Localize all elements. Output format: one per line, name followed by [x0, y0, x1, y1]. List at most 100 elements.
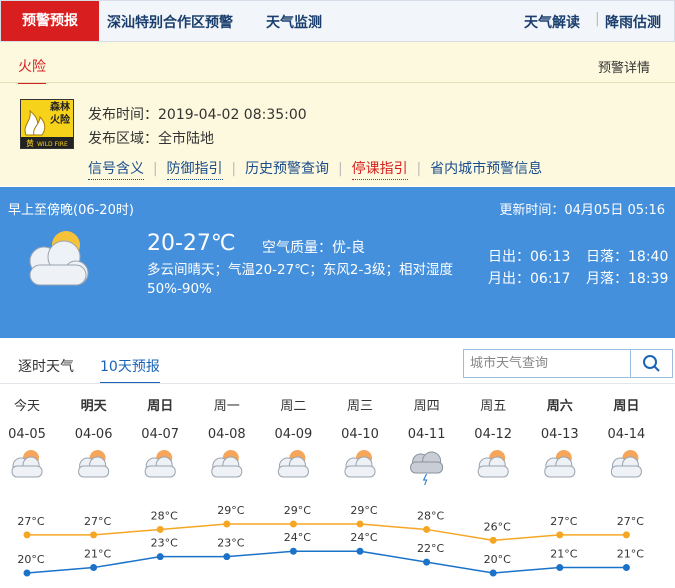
temp-label: 27°C	[84, 515, 111, 528]
link[interactable]: 信号含义	[88, 161, 144, 180]
issue-area: 发布区域：全市陆地	[88, 131, 214, 147]
nav-tab-active[interactable]: 预警预报	[1, 1, 99, 41]
weather-icon	[477, 449, 509, 478]
update-time: 更新时间：04月05日 05:16	[499, 203, 665, 218]
temp-label: 29°C	[217, 504, 244, 517]
temp-point	[223, 520, 231, 528]
weather-icon	[544, 449, 576, 478]
warning-panel: 火险 预警详情 森林 火险 黄 WILD FIRE 发布时间：2019-04-0…	[0, 42, 675, 186]
temp-point	[356, 520, 364, 528]
icon-text: 森林	[49, 100, 71, 113]
temp-label: 24°C	[350, 531, 377, 544]
nav-tab[interactable]: 深汕特别合作区预警	[107, 15, 233, 31]
temp-point	[556, 531, 564, 539]
nav-tab[interactable]: 天气监测	[266, 15, 322, 31]
day-label: 周日	[147, 399, 173, 414]
separator: |	[333, 161, 348, 177]
temp-label: 26°C	[484, 520, 511, 533]
day-label: 明天	[81, 399, 108, 414]
temp-label: 27°C	[550, 515, 577, 528]
date-label: 04-08	[208, 427, 246, 442]
temp-point	[556, 564, 564, 572]
tab[interactable]: 逐时天气	[18, 359, 74, 375]
day-label: 周四	[414, 399, 440, 414]
temp-point	[289, 520, 297, 528]
separator: |	[595, 11, 600, 27]
period: 早上至傍晚(06-20时)	[8, 203, 134, 218]
weather-icon	[78, 449, 110, 478]
weather-icon	[144, 449, 176, 478]
tab-active[interactable]: 10天预报	[100, 356, 160, 384]
weather-icon	[211, 449, 243, 478]
warning-tab[interactable]: 火险	[18, 56, 46, 84]
weather-icon	[410, 451, 444, 486]
temp-label: 20°C	[484, 553, 511, 566]
separator: |	[412, 161, 426, 177]
temp-label: 27°C	[617, 515, 644, 528]
day-label: 今天	[14, 398, 40, 414]
temp-point	[289, 547, 297, 555]
link[interactable]: 停课指引	[351, 161, 408, 180]
temp-label: 28°C	[151, 509, 178, 522]
weather-icon	[11, 449, 43, 478]
day-label: 周二	[280, 399, 306, 414]
temp-point	[23, 531, 31, 539]
date-label: 04-10	[341, 427, 379, 442]
temp-point	[223, 553, 231, 561]
search-button[interactable]	[630, 349, 673, 378]
weather-icon	[29, 231, 89, 286]
date-label: 04-05	[8, 427, 46, 442]
date-label: 04-11	[408, 427, 446, 442]
temp-point	[90, 564, 98, 572]
temp-label: 29°C	[350, 504, 377, 517]
today-panel: 早上至傍晚(06-20时) 更新时间：04月05日 05:16 20-27℃ 空…	[0, 187, 675, 338]
icon-text: 火险	[50, 113, 71, 126]
icon-level: 黄	[26, 138, 34, 148]
temp-point	[489, 536, 497, 544]
date-label: 04-09	[275, 427, 313, 442]
day-label: 周一	[214, 399, 240, 414]
temp-range: 20-27℃	[147, 231, 236, 256]
day-label: 周三	[347, 399, 373, 414]
divider	[0, 383, 675, 384]
search-input[interactable]: 城市天气查询	[463, 349, 631, 378]
temp-label: 28°C	[417, 509, 444, 522]
link[interactable]: 防御指引	[166, 161, 223, 180]
temp-point	[622, 564, 630, 572]
weather-icon	[344, 449, 376, 478]
date-label: 04-07	[141, 427, 179, 442]
nav-link[interactable]: 天气解读	[524, 15, 580, 31]
temp-point	[489, 569, 497, 577]
description: 多云间晴天；气温20-27℃；东风2-3级；相对湿度50%-90%	[147, 262, 453, 297]
temp-point	[156, 525, 164, 533]
detail-link[interactable]: 预警详情	[598, 61, 651, 76]
temp-label: 23°C	[217, 537, 244, 550]
weather-icon	[277, 449, 309, 478]
temp-point	[23, 569, 31, 577]
moonset: 月落：18:39	[586, 271, 669, 287]
link[interactable]: 历史预警查询	[245, 161, 330, 177]
nav-link[interactable]: 降雨估测	[605, 15, 661, 31]
separator: |	[226, 161, 241, 177]
warning-links: 信号含义 | 防御指引 | 历史预警查询 | 停课指引 | 省内城市预警信息	[88, 158, 543, 180]
temp-point	[622, 531, 630, 539]
separator: |	[148, 161, 163, 177]
day-label: 周日	[613, 399, 639, 414]
moonrise: 月出：06:17	[488, 271, 571, 287]
temp-label: 29°C	[284, 504, 311, 517]
temp-point	[156, 553, 164, 561]
date-label: 04-14	[608, 427, 646, 442]
date-label: 04-12	[474, 427, 512, 442]
temp-label: 24°C	[284, 531, 311, 544]
temp-point	[356, 547, 364, 555]
sunset: 日落：18:40	[586, 249, 669, 265]
temp-label: 22°C	[417, 542, 444, 555]
temp-label: 20°C	[17, 553, 44, 566]
day-label: 周六	[547, 398, 573, 414]
temp-label: 21°C	[617, 548, 644, 561]
temp-line	[26, 550, 627, 574]
link[interactable]: 省内城市预警信息	[430, 161, 543, 177]
temp-label: 21°C	[550, 548, 577, 561]
temp-label: 27°C	[17, 515, 44, 528]
